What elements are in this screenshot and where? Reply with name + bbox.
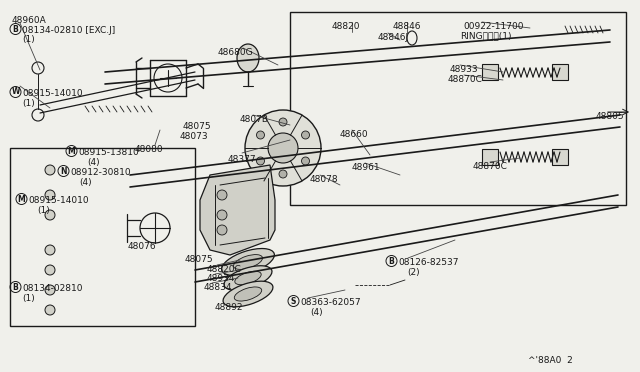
Text: 48660: 48660 bbox=[340, 130, 369, 139]
Circle shape bbox=[217, 210, 227, 220]
Ellipse shape bbox=[223, 281, 273, 307]
Text: 48846J: 48846J bbox=[378, 33, 409, 42]
Circle shape bbox=[45, 245, 55, 255]
Text: 48075: 48075 bbox=[185, 255, 214, 264]
Ellipse shape bbox=[224, 266, 272, 290]
Ellipse shape bbox=[221, 248, 275, 276]
Text: (4): (4) bbox=[310, 308, 323, 317]
Text: M: M bbox=[68, 147, 76, 155]
Circle shape bbox=[279, 118, 287, 126]
Bar bbox=[482, 64, 498, 80]
Ellipse shape bbox=[234, 287, 262, 301]
Text: 48934: 48934 bbox=[207, 274, 236, 283]
Circle shape bbox=[301, 157, 310, 165]
Text: 48805: 48805 bbox=[596, 112, 625, 121]
Bar bbox=[290, 12, 626, 205]
Text: 48073: 48073 bbox=[180, 132, 209, 141]
Text: 48680G: 48680G bbox=[218, 48, 253, 57]
Text: 48075: 48075 bbox=[183, 122, 212, 131]
Text: 48076: 48076 bbox=[128, 242, 157, 251]
Circle shape bbox=[257, 131, 264, 139]
Text: 48892: 48892 bbox=[215, 303, 243, 312]
Text: B: B bbox=[13, 25, 19, 33]
Text: 48846: 48846 bbox=[393, 22, 422, 31]
Bar bbox=[10, 148, 195, 326]
Ellipse shape bbox=[235, 271, 261, 285]
Text: ^'88A0  2: ^'88A0 2 bbox=[528, 356, 573, 365]
Text: (1): (1) bbox=[22, 35, 35, 44]
Ellipse shape bbox=[234, 254, 262, 269]
Circle shape bbox=[217, 225, 227, 235]
Text: 48870C: 48870C bbox=[473, 162, 508, 171]
Text: 08912-30810: 08912-30810 bbox=[70, 168, 131, 177]
Text: 08134-02810: 08134-02810 bbox=[22, 284, 83, 293]
Circle shape bbox=[245, 110, 321, 186]
Text: 08915-13810: 08915-13810 bbox=[78, 148, 139, 157]
Text: M: M bbox=[18, 195, 26, 203]
Text: 48820C: 48820C bbox=[207, 265, 242, 274]
Text: 48870C: 48870C bbox=[448, 75, 483, 84]
Circle shape bbox=[279, 170, 287, 178]
Text: 08915-14010: 08915-14010 bbox=[22, 89, 83, 98]
Text: 48834: 48834 bbox=[204, 283, 232, 292]
Text: 08126-82537: 08126-82537 bbox=[398, 258, 458, 267]
Text: 08134-02810 [EXC.J]: 08134-02810 [EXC.J] bbox=[22, 26, 115, 35]
Text: 48960A: 48960A bbox=[12, 16, 47, 25]
Text: W: W bbox=[12, 87, 20, 96]
Circle shape bbox=[268, 133, 298, 163]
Text: N: N bbox=[60, 167, 67, 176]
Text: (2): (2) bbox=[407, 268, 420, 277]
Text: 48377: 48377 bbox=[228, 155, 257, 164]
Text: (4): (4) bbox=[87, 158, 100, 167]
Circle shape bbox=[45, 285, 55, 295]
Text: (1): (1) bbox=[22, 99, 35, 108]
Text: 00922-11700: 00922-11700 bbox=[463, 22, 524, 31]
Text: (1): (1) bbox=[22, 294, 35, 303]
Circle shape bbox=[45, 210, 55, 220]
Ellipse shape bbox=[237, 44, 259, 72]
Text: 08915-14010: 08915-14010 bbox=[28, 196, 88, 205]
Circle shape bbox=[217, 190, 227, 200]
Circle shape bbox=[45, 190, 55, 200]
Circle shape bbox=[45, 305, 55, 315]
Bar bbox=[482, 149, 498, 165]
Text: 48820: 48820 bbox=[332, 22, 360, 31]
Text: RINGリング(1): RINGリング(1) bbox=[460, 31, 511, 40]
Text: 48933: 48933 bbox=[450, 65, 479, 74]
Text: (4): (4) bbox=[79, 178, 92, 187]
Text: (1): (1) bbox=[37, 206, 50, 215]
Bar bbox=[552, 64, 568, 80]
Text: 48078: 48078 bbox=[310, 175, 339, 184]
Text: B: B bbox=[13, 282, 19, 292]
Text: 4807B: 4807B bbox=[240, 115, 269, 124]
Polygon shape bbox=[200, 165, 275, 255]
Circle shape bbox=[45, 165, 55, 175]
Text: 48080: 48080 bbox=[135, 145, 164, 154]
Text: 48961: 48961 bbox=[352, 163, 381, 172]
Text: S: S bbox=[291, 296, 296, 305]
Circle shape bbox=[301, 131, 310, 139]
Circle shape bbox=[257, 157, 264, 165]
Circle shape bbox=[45, 265, 55, 275]
Text: B: B bbox=[388, 257, 394, 266]
Bar bbox=[552, 149, 568, 165]
Text: 08363-62057: 08363-62057 bbox=[300, 298, 360, 307]
